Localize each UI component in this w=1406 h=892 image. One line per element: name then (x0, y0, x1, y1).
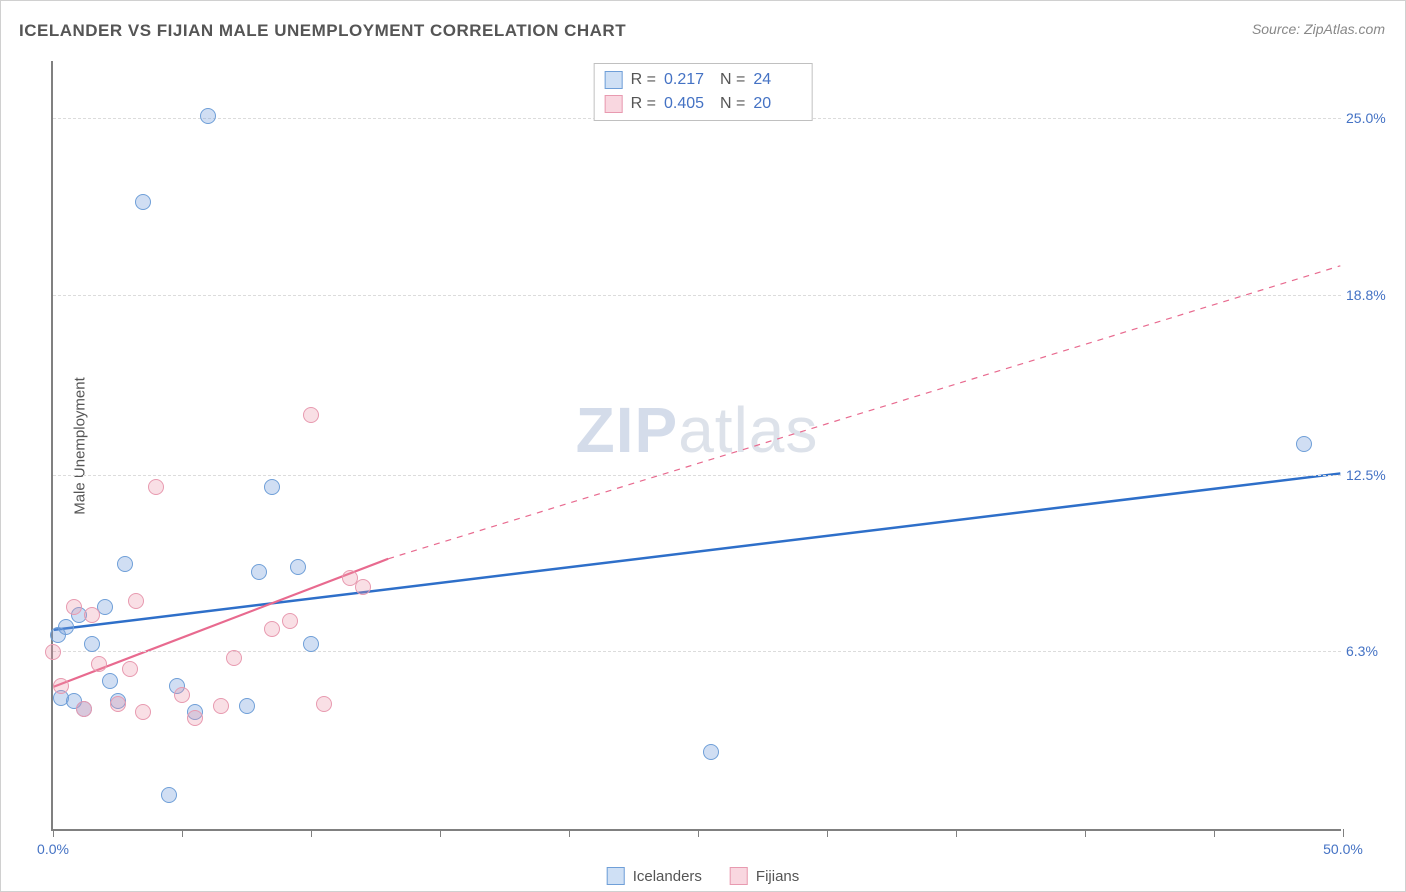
data-point (355, 579, 371, 595)
data-point (53, 678, 69, 694)
bottom-legend: Icelanders Fijians (607, 867, 800, 885)
data-point (290, 559, 306, 575)
y-tick-label: 6.3% (1346, 643, 1401, 659)
data-point (45, 644, 61, 660)
stats-row-fijians: R = 0.405 N = 20 (605, 92, 802, 116)
data-point (226, 650, 242, 666)
chart-title: ICELANDER VS FIJIAN MALE UNEMPLOYMENT CO… (19, 21, 626, 41)
data-point (110, 696, 126, 712)
data-point (264, 621, 280, 637)
gridline (53, 651, 1341, 652)
data-point (76, 701, 92, 717)
data-point (303, 407, 319, 423)
data-point (84, 607, 100, 623)
data-point (58, 619, 74, 635)
data-point (91, 656, 107, 672)
data-point (187, 710, 203, 726)
data-point (282, 613, 298, 629)
source-attribution: Source: ZipAtlas.com (1252, 21, 1385, 37)
chart-container: ICELANDER VS FIJIAN MALE UNEMPLOYMENT CO… (0, 0, 1406, 892)
n-value: 24 (753, 71, 801, 89)
x-tick-label: 50.0% (1323, 841, 1363, 857)
x-tick (1343, 829, 1344, 837)
legend-item-icelanders: Icelanders (607, 867, 702, 885)
r-value: 0.405 (664, 95, 712, 113)
stats-row-icelanders: R = 0.217 N = 24 (605, 68, 802, 92)
x-tick-label: 0.0% (37, 841, 69, 857)
data-point (161, 787, 177, 803)
correlation-stats-box: R = 0.217 N = 24 R = 0.405 N = 20 (594, 63, 813, 121)
x-tick (1085, 829, 1086, 837)
swatch-icon (607, 867, 625, 885)
plot-area: ZIPatlas 6.3%12.5%18.8%25.0%0.0%50.0% (51, 61, 1341, 831)
n-label: N = (720, 95, 745, 113)
data-point (239, 698, 255, 714)
x-tick (182, 829, 183, 837)
x-tick (53, 829, 54, 837)
data-point (703, 744, 719, 760)
r-value: 0.217 (664, 71, 712, 89)
gridline (53, 295, 1341, 296)
data-point (213, 698, 229, 714)
data-point (135, 704, 151, 720)
data-point (122, 661, 138, 677)
data-point (1296, 436, 1312, 452)
x-tick (698, 829, 699, 837)
x-tick (569, 829, 570, 837)
data-point (200, 108, 216, 124)
legend-label: Fijians (756, 868, 799, 885)
x-tick (956, 829, 957, 837)
gridline (53, 475, 1341, 476)
data-point (174, 687, 190, 703)
data-point (66, 599, 82, 615)
n-label: N = (720, 71, 745, 89)
r-label: R = (631, 71, 656, 89)
legend-item-fijians: Fijians (730, 867, 799, 885)
data-point (128, 593, 144, 609)
y-tick-label: 18.8% (1346, 287, 1401, 303)
legend-label: Icelanders (633, 868, 702, 885)
swatch-icon (730, 867, 748, 885)
swatch-icon (605, 95, 623, 113)
data-point (84, 636, 100, 652)
y-tick-label: 12.5% (1346, 467, 1401, 483)
x-tick (440, 829, 441, 837)
watermark-part1: ZIP (576, 394, 679, 466)
data-point (251, 564, 267, 580)
n-value: 20 (753, 95, 801, 113)
data-point (117, 556, 133, 572)
watermark: ZIPatlas (576, 393, 819, 467)
data-point (135, 194, 151, 210)
data-point (102, 673, 118, 689)
watermark-part2: atlas (678, 394, 818, 466)
data-point (148, 479, 164, 495)
x-tick (1214, 829, 1215, 837)
r-label: R = (631, 95, 656, 113)
data-point (316, 696, 332, 712)
data-point (264, 479, 280, 495)
x-tick (311, 829, 312, 837)
swatch-icon (605, 71, 623, 89)
x-tick (827, 829, 828, 837)
y-tick-label: 25.0% (1346, 110, 1401, 126)
data-point (303, 636, 319, 652)
